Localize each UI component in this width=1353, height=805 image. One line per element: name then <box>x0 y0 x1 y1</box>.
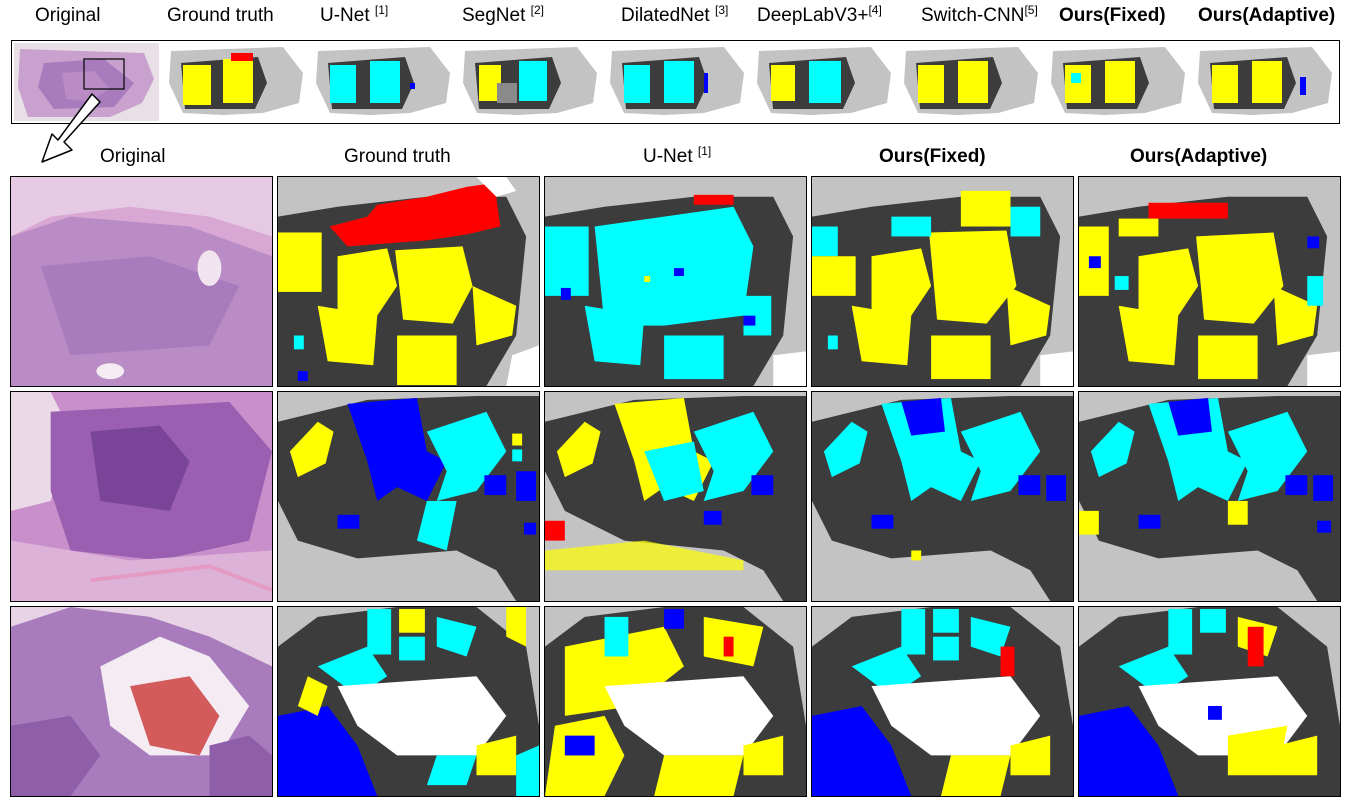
grid-header-ours-adaptive: Ours(Adaptive) <box>1130 146 1268 167</box>
strip-thumb-switchcnn <box>904 47 1038 115</box>
strip-thumb-segnet <box>463 47 597 115</box>
row1-ours-adaptive <box>1078 176 1341 387</box>
row3-ground-truth <box>277 606 540 797</box>
strip-thumb-ours-adaptive <box>1198 47 1332 115</box>
grid-header-unet: U-Net [1] <box>643 144 712 167</box>
top-header-segnet: SegNet [2] <box>462 3 544 26</box>
top-header-unet: U-Net [1] <box>320 3 389 26</box>
row2-original-image <box>10 391 273 602</box>
strip-thumb-ground-truth <box>169 47 303 115</box>
grid-header-ours-fixed: Ours(Fixed) <box>879 146 986 167</box>
top-header-original: Original <box>35 5 101 26</box>
row1-ours-fixed <box>811 176 1074 387</box>
row1-unet <box>544 176 807 387</box>
top-header-ours-fixed: Ours(Fixed) <box>1059 5 1166 26</box>
strip-thumb-dilatednet <box>610 47 744 115</box>
roi-box <box>83 58 125 90</box>
strip-thumb-unet <box>316 47 450 115</box>
top-header-dilatednet: DilatedNet [3] <box>621 3 729 26</box>
row1-ground-truth <box>277 176 540 387</box>
strip-thumb-deeplabv3 <box>757 47 891 115</box>
row3-unet <box>544 606 807 797</box>
row2-unet <box>544 391 807 602</box>
row3-ours-adaptive <box>1078 606 1341 797</box>
top-header-switchcnn: Switch-CNN[5] <box>921 3 1038 26</box>
top-header-ours-adaptive: Ours(Adaptive) <box>1198 5 1336 26</box>
row3-ours-fixed <box>811 606 1074 797</box>
grid-header-ground-truth: Ground truth <box>344 146 451 167</box>
row1-original-image <box>10 176 273 387</box>
zoom-arrow-icon <box>41 93 101 163</box>
top-header-ground-truth: Ground truth <box>167 5 274 26</box>
strip-original-thumbnail <box>14 43 159 121</box>
strip-thumb-ours-fixed <box>1051 47 1185 115</box>
top-header-deeplabv3: DeepLabV3+[4] <box>757 3 882 26</box>
row2-ground-truth <box>277 391 540 602</box>
row3-original-image <box>10 606 273 797</box>
row2-ours-adaptive <box>1078 391 1341 602</box>
thumbnail-strip <box>11 40 1340 124</box>
row2-ours-fixed <box>811 391 1074 602</box>
grid-header-original: Original <box>100 146 166 167</box>
